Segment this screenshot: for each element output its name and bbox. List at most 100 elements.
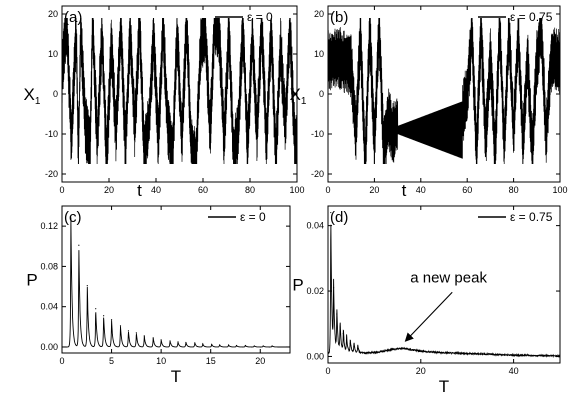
panel-d: 0 20 40 0.00 0.02 0.04 T P (d) ε = 0.75 a new peak [292, 205, 561, 396]
peak-point [345, 339, 348, 341]
x-axis-label: T [171, 367, 181, 386]
x-tick-label: 20 [255, 356, 265, 366]
y-tick-label: 20 [314, 9, 324, 19]
y-tick-label: 20 [48, 9, 58, 19]
annotation-arrow [404, 291, 453, 342]
peak-point [332, 287, 335, 289]
y-tick-label: -20 [311, 169, 324, 179]
series-line [61, 17, 298, 165]
y-tick-label: 0.08 [40, 261, 58, 271]
peak-point [143, 335, 145, 337]
y-tick-label: 0 [53, 89, 58, 99]
peak-point [177, 341, 179, 343]
panel-a: 0 20 40 60 80 100 -20 -10 0 10 20 t X1 (a) ε = 0 [24, 5, 305, 200]
y-tick-label: -10 [45, 129, 58, 139]
x-tick-label: 20 [416, 366, 426, 376]
y-tick-label: 0.04 [40, 302, 58, 312]
panel-c: 0 5 10 15 20 0.00 0.04 0.08 0.12 T P (c) ε = 0 [26, 205, 291, 386]
peak-point [219, 344, 221, 346]
x-axis-label: t [402, 181, 407, 200]
x-tick-label: 80 [509, 185, 519, 195]
legend-label: ε = 0 [240, 210, 266, 224]
peak-point [135, 332, 137, 334]
peak-point [353, 346, 355, 348]
x-tick-label: 10 [156, 356, 166, 366]
peak-point [95, 308, 97, 310]
y-tick-label: 0.12 [40, 221, 58, 231]
spectrum-line [327, 224, 561, 359]
x-tick-label: 0 [59, 185, 64, 195]
x-tick-label: 100 [552, 185, 567, 195]
y-tick-label: 0.00 [40, 342, 58, 352]
x-tick-label: 100 [289, 185, 304, 195]
peak-point [235, 344, 238, 347]
panel-b: 0 20 40 60 80 100 -20 -10 0 10 20 t X1 (b) ε = 0.75 [290, 5, 568, 200]
peak-point [127, 330, 130, 332]
panel-label: (a) [64, 9, 82, 26]
x-axis-label: T [439, 377, 449, 396]
y-tick-label: -20 [45, 169, 58, 179]
peak-point [330, 211, 332, 214]
x-tick-label: 0 [59, 356, 64, 366]
peak-point [110, 319, 113, 321]
series-line [327, 17, 561, 165]
legend-label: ε = 0.75 [510, 210, 553, 224]
peak-point [349, 342, 351, 344]
y-tick-label: 10 [48, 49, 58, 59]
y-axis-label: X1 [290, 85, 307, 107]
y-tick-label: -10 [311, 129, 324, 139]
x-tick-label: 60 [462, 185, 472, 195]
y-axis-label: P [292, 276, 303, 295]
peak-point [70, 217, 72, 219]
spectrum-line [62, 218, 290, 348]
peak-point [160, 339, 162, 341]
peak-point [262, 345, 264, 347]
plot-frame [327, 205, 561, 364]
x-axis-label: t [137, 181, 142, 200]
peak-point [86, 284, 88, 287]
legend-label: ε = 0.75 [510, 10, 553, 24]
x-tick-label: 0 [325, 185, 330, 195]
peak-point [253, 345, 255, 347]
peak-point [244, 344, 246, 347]
panel-label: (c) [64, 209, 82, 226]
panel-label: (b) [330, 9, 348, 26]
x-tick-label: 0 [325, 366, 330, 376]
x-tick-label: 40 [151, 185, 161, 195]
peak-point [339, 326, 341, 328]
x-tick-label: 40 [416, 185, 426, 195]
x-tick-label: 15 [206, 356, 216, 366]
y-tick-label: 0.00 [306, 351, 324, 361]
peak-point [342, 332, 344, 335]
peak-point [357, 347, 359, 349]
peak-point [169, 340, 171, 342]
x-tick-label: 60 [198, 185, 208, 195]
peak-point [336, 313, 338, 315]
y-axis-label: P [26, 271, 37, 290]
peak-point [185, 341, 187, 344]
panel-label: (d) [330, 209, 348, 226]
x-tick-label: 80 [245, 185, 255, 195]
peak-point [271, 345, 273, 347]
x-tick-label: 5 [109, 356, 114, 366]
legend-label: ε = 0 [247, 10, 273, 24]
annotation-text: a new peak [410, 269, 487, 286]
peak-point [119, 325, 122, 327]
peak-point [211, 343, 213, 346]
y-tick-label: 0.02 [306, 286, 324, 296]
x-tick-label: 20 [104, 185, 114, 195]
y-tick-label: 0 [319, 89, 324, 99]
peak-point [152, 337, 154, 339]
peak-point [227, 344, 230, 346]
x-tick-label: 20 [369, 185, 379, 195]
plot-frame [61, 205, 291, 354]
peak-point [78, 244, 80, 246]
y-tick-label: 0.04 [306, 221, 324, 231]
y-tick-label: 10 [314, 49, 324, 59]
peak-point [202, 343, 204, 345]
peak-point [194, 342, 196, 344]
x-tick-label: 40 [509, 366, 519, 376]
y-axis-label: X1 [24, 85, 41, 107]
peak-point [103, 315, 105, 317]
